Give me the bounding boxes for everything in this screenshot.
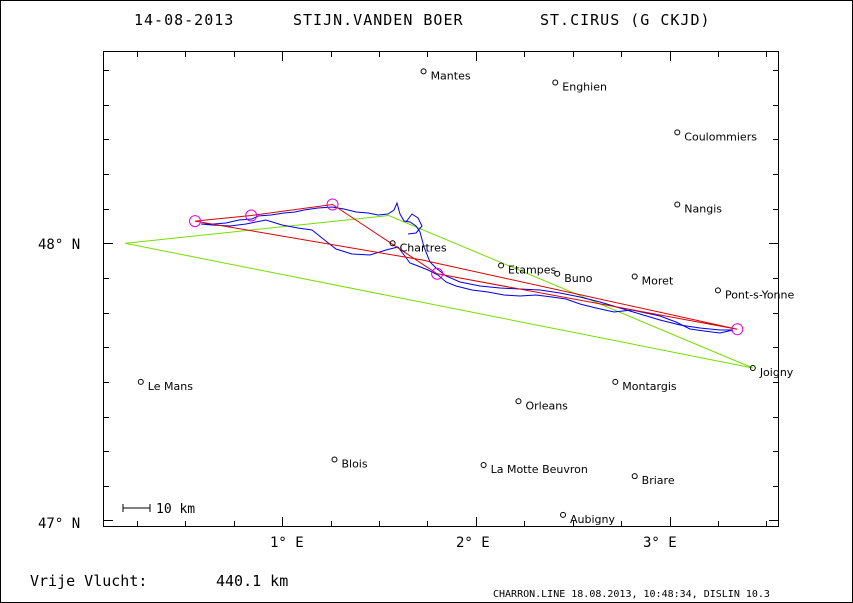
city-label: Etampes	[508, 263, 556, 276]
city-label: Joigny	[759, 366, 794, 379]
city-marker	[420, 68, 427, 75]
city-label: Moret	[642, 275, 674, 288]
city-label: Buno	[564, 272, 592, 285]
lon-label-3e: 3° E	[643, 535, 677, 551]
city-label: Le Mans	[148, 380, 193, 393]
city-marker	[749, 365, 756, 371]
city-label: Blois	[341, 457, 367, 470]
city-label: Aubigny	[570, 513, 615, 526]
city-marker	[674, 201, 681, 208]
turnpoint-circle	[731, 323, 744, 336]
flight-track-outbound	[201, 201, 733, 331]
flight-track-thermal	[405, 213, 423, 235]
city-label: Coulommiers	[684, 130, 757, 143]
turnpoint-circle	[245, 209, 258, 222]
flight-track-return	[200, 219, 734, 334]
lat-label-47: 47° N	[38, 516, 80, 532]
scale-bar: 10 km	[122, 502, 195, 517]
turnpoint-circle	[431, 267, 444, 280]
city-marker	[674, 129, 681, 136]
city-label: Pont-s-Yonne	[725, 288, 795, 301]
lon-label-1e: 1° E	[270, 535, 304, 551]
city-marker	[631, 473, 638, 480]
city-label: Chartres	[400, 241, 447, 254]
axis-ticks	[104, 52, 778, 526]
distance-label: Vrije Vlucht:	[30, 572, 147, 590]
city-marker	[554, 270, 561, 277]
lat-label-48: 48° N	[38, 237, 80, 253]
glider-name: ST.CIRUS (G CKJD)	[540, 11, 711, 29]
city-marker	[331, 456, 338, 463]
city-marker	[515, 398, 522, 405]
turnpoints	[189, 198, 744, 336]
fai-triangle	[125, 214, 753, 369]
city-marker	[137, 378, 144, 385]
city-marker	[480, 462, 487, 469]
city-label: Mantes	[431, 69, 471, 82]
distance-value: 440.1 km	[216, 572, 288, 590]
city-label: Briare	[642, 474, 675, 487]
footer-info: CHARRON.LINE 18.08.2013, 10:48:34, DISLI…	[493, 589, 770, 600]
city-marker	[631, 273, 638, 280]
turnpoint-circle	[189, 215, 202, 228]
city-marker	[612, 378, 619, 385]
turnpoint-circle	[326, 198, 339, 211]
city-label: Montargis	[622, 380, 677, 393]
pilot-name: STIJN.VANDEN BOER	[293, 11, 464, 29]
flight-date: 14-08-2013	[134, 11, 234, 29]
city-label: Nangis	[684, 202, 722, 215]
city-label: Orleans	[525, 399, 568, 412]
scale-bar-label: 10 km	[156, 502, 195, 517]
plot-frame	[103, 51, 779, 527]
city-marker	[714, 287, 721, 294]
city-marker	[552, 79, 559, 86]
city-marker	[560, 511, 567, 518]
city-marker	[498, 262, 505, 269]
city-marker	[389, 240, 396, 247]
cities: Mantes Enghien Coulommiers Nangis Chartres Et…	[137, 68, 795, 526]
task-route	[194, 203, 738, 330]
lon-label-2e: 2° E	[456, 535, 490, 551]
city-label: Enghien	[562, 80, 607, 93]
city-label: La Motte Beuvron	[491, 463, 588, 476]
